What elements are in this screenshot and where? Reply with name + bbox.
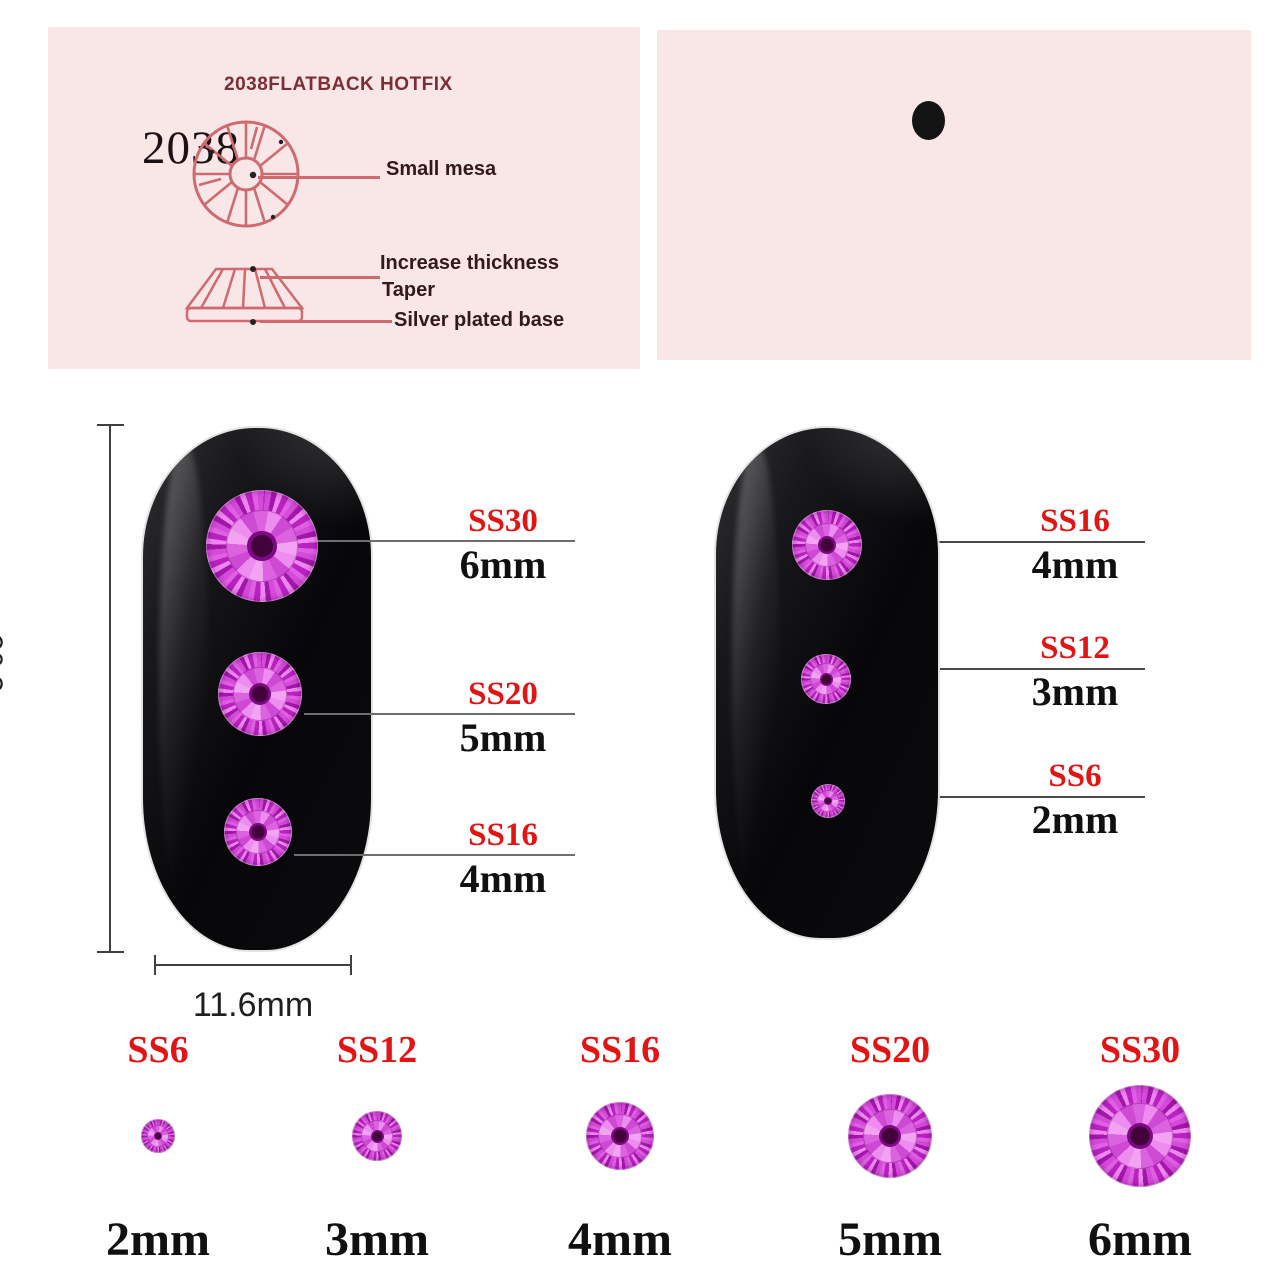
size-row-gem-ss20 xyxy=(848,1094,932,1178)
callout-line-ss16-r xyxy=(850,541,1145,543)
spec-panel-title: 2038FLATBACK HOTFIX xyxy=(224,74,453,95)
callout-line-ss30 xyxy=(318,540,575,542)
length-dim-top-tick xyxy=(97,424,124,426)
callout-ss12-r: SS12 3mm xyxy=(1000,630,1150,712)
gem-ss16-on-nail-2 xyxy=(792,510,862,580)
callout-size: 5mm xyxy=(459,715,547,760)
callout-ss30: SS30 6mm xyxy=(428,503,578,585)
size-row-mm-4mm: 4mm xyxy=(568,1213,672,1266)
size-row-gem-ss30 xyxy=(1089,1085,1191,1187)
small-mesa-label: Small mesa xyxy=(386,158,497,180)
model-number: 2038 xyxy=(142,122,240,174)
callout-code: SS20 xyxy=(468,676,538,712)
nail-width-label: 11.6mm xyxy=(192,986,314,1024)
callout-ss16: SS16 4mm xyxy=(428,817,578,899)
nail-length-label: 26.3mm xyxy=(0,633,8,743)
callout-line-ss6-r xyxy=(840,796,1145,798)
size-row-gem-ss16 xyxy=(586,1102,654,1170)
callout-code: SS16 xyxy=(1040,503,1110,539)
thickness-leader-line xyxy=(260,276,380,279)
callout-size: 6mm xyxy=(459,542,547,587)
gem-ss30-on-nail xyxy=(206,490,318,602)
size-row-gem-ss12 xyxy=(352,1111,402,1161)
size-row-code-ss12: SS12 xyxy=(336,1029,418,1071)
gem-ss16-on-nail xyxy=(224,798,292,866)
callout-code: SS6 xyxy=(1048,758,1102,794)
increase-thickness-label: Increase thickness xyxy=(380,252,559,274)
size-row-mm-6mm: 6mm xyxy=(1088,1213,1192,1266)
callout-ss6-r: SS6 2mm xyxy=(1000,758,1150,840)
gem-ss12-on-nail-2 xyxy=(801,654,851,704)
base-leader-line xyxy=(260,320,392,323)
length-dimension-line xyxy=(109,425,111,953)
callout-line-ss20 xyxy=(304,713,575,715)
size-row-code-ss6: SS6 xyxy=(127,1029,189,1071)
callout-line-ss16 xyxy=(294,854,575,856)
size-row-mm-2mm: 2mm xyxy=(106,1213,210,1266)
i-dot-accent xyxy=(912,101,945,140)
gem-ss20-on-nail xyxy=(218,652,302,736)
callout-size: 4mm xyxy=(1031,542,1119,587)
callout-size: 3mm xyxy=(1031,669,1119,714)
callout-size: 4mm xyxy=(459,856,547,901)
width-dim-right-tick xyxy=(350,955,352,975)
callout-size: 2mm xyxy=(1031,797,1119,842)
callout-line-ss12-r xyxy=(845,668,1145,670)
size-row-gem-ss6 xyxy=(141,1119,175,1153)
spec-panel: 2038FLATBACK HOTFIX 2038 xyxy=(48,27,640,369)
silver-plated-base-label: Silver plated base xyxy=(394,309,565,331)
size-row-mm-5mm: 5mm xyxy=(838,1213,942,1266)
callout-ss20: SS20 5mm xyxy=(428,676,578,758)
top-view-leader-line xyxy=(258,176,380,179)
size-panel: sıze xyxy=(657,30,1251,360)
length-dim-bottom-tick xyxy=(97,951,124,953)
callout-code: SS12 xyxy=(1040,630,1110,666)
gem-ss6-on-nail-2 xyxy=(811,784,845,818)
stone-top-view-diagram xyxy=(192,120,300,228)
callout-code: SS16 xyxy=(468,817,538,853)
stone-side-view-diagram xyxy=(184,266,305,325)
width-dim-left-tick xyxy=(154,955,156,975)
taper-label: Taper xyxy=(382,279,435,301)
size-row-mm-3mm: 3mm xyxy=(325,1213,429,1266)
size-row-code-ss16: SS16 xyxy=(579,1029,661,1071)
size-row-code-ss20: SS20 xyxy=(849,1029,931,1071)
width-dimension-line xyxy=(155,964,352,966)
callout-code: SS30 xyxy=(468,503,538,539)
size-row-code-ss30: SS30 xyxy=(1099,1029,1181,1071)
callout-ss16-r: SS16 4mm xyxy=(1000,503,1150,585)
